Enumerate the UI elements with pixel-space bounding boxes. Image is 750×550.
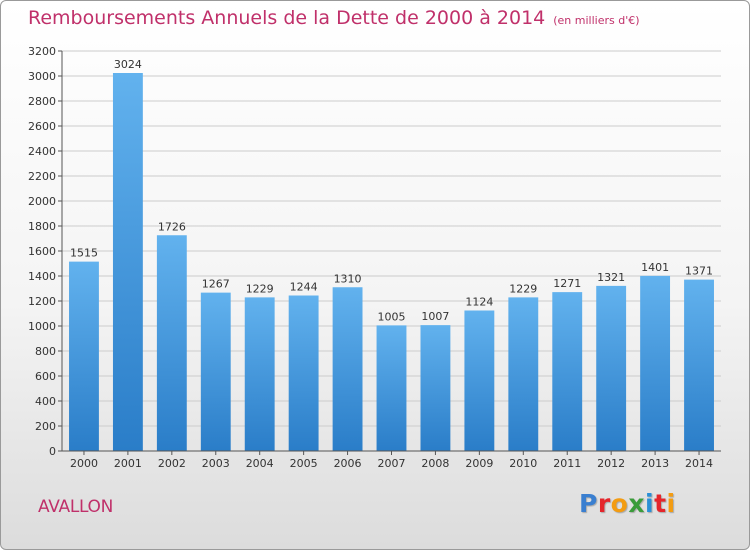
logo-letter: t (654, 489, 667, 518)
y-tick-label: 2600 (28, 120, 56, 133)
bar-2012 (596, 285, 627, 451)
x-tick-label-2011: 2011 (553, 457, 581, 470)
y-tick-label: 600 (35, 370, 56, 383)
chart-subtitle: (en milliers d'€) (553, 14, 640, 27)
logo-letter: i (645, 489, 655, 518)
bar-2000 (69, 261, 99, 451)
data-label-2002: 1726 (158, 220, 186, 233)
y-tick-label: 400 (35, 395, 56, 408)
proxiti-logo: Proxiti (579, 489, 676, 518)
x-tick-label-2009: 2009 (465, 457, 493, 470)
y-tick-label: 3000 (28, 70, 56, 83)
data-label-2011: 1271 (553, 277, 581, 290)
chart-title: Remboursements Annuels de la Dette de 20… (28, 7, 640, 29)
x-tick-label-2012: 2012 (597, 457, 625, 470)
data-label-2004: 1229 (246, 282, 274, 295)
x-tick-label-2006: 2006 (334, 457, 362, 470)
data-label-2008: 1007 (421, 310, 449, 323)
commune-name: AVALLON (38, 497, 114, 517)
x-tick-label-2013: 2013 (641, 457, 669, 470)
bar-2006 (332, 287, 363, 451)
bar-2004 (244, 297, 275, 451)
bar-2009 (464, 310, 495, 451)
x-tick-label-2004: 2004 (246, 457, 274, 470)
data-label-2007: 1005 (378, 310, 406, 323)
y-tick-label: 1000 (28, 320, 56, 333)
x-tick-label-2000: 2000 (70, 457, 98, 470)
x-tick-label-2010: 2010 (509, 457, 537, 470)
x-tick-label-2007: 2007 (378, 457, 406, 470)
data-label-2009: 1124 (465, 296, 493, 309)
bar-2010 (508, 297, 539, 451)
bar-2011 (552, 292, 583, 451)
bar-2001 (112, 73, 143, 451)
y-tick-label: 2800 (28, 95, 56, 108)
data-label-2003: 1267 (202, 278, 230, 291)
bar-2007 (376, 325, 407, 451)
data-label-2014: 1371 (685, 265, 713, 278)
y-tick-label: 2200 (28, 170, 56, 183)
bar-2014 (684, 279, 714, 451)
data-labels: 1515 3024 1726 1267 1229 1244 1310 1005 1007 1124… (70, 58, 713, 323)
y-tick-label: 1800 (28, 220, 56, 233)
y-tick-label: 1600 (28, 245, 56, 258)
y-tick-label: 1200 (28, 295, 56, 308)
logo-letter: x (628, 489, 645, 518)
x-tick-label-2005: 2005 (290, 457, 318, 470)
logo-letter: P (579, 489, 598, 518)
x-tick-label-2008: 2008 (421, 457, 449, 470)
bar-2005 (288, 295, 319, 451)
logo-letter: o (610, 489, 629, 518)
bar-2013 (640, 275, 671, 451)
bar-2002 (156, 235, 187, 451)
data-label-2010: 1229 (509, 282, 537, 295)
data-label-2005: 1244 (290, 281, 318, 294)
bar-2008 (420, 325, 451, 451)
y-axis-ticks: 0 200 400 600 800 1000 1200 1400 1600 1800 2000 220… (28, 45, 62, 458)
bar-2003 (200, 292, 231, 451)
logo-letter: r (597, 489, 611, 518)
data-label-2012: 1321 (597, 271, 625, 284)
y-tick-label: 1400 (28, 270, 56, 283)
data-label-2001: 3024 (114, 58, 142, 71)
logo-letter: i (666, 489, 676, 518)
data-label-2006: 1310 (334, 272, 362, 285)
y-tick-label: 2400 (28, 145, 56, 158)
x-tick-label-2003: 2003 (202, 457, 230, 470)
chart-title-text: Remboursements Annuels de la Dette de 20… (28, 7, 546, 29)
y-tick-label: 2000 (28, 195, 56, 208)
y-tick-label: 800 (35, 345, 56, 358)
y-tick-label: 0 (49, 445, 56, 458)
x-tick-label-2002: 2002 (158, 457, 186, 470)
y-tick-label: 3200 (28, 45, 56, 58)
x-tick-label-2001: 2001 (114, 457, 142, 470)
x-axis-ticks: 2000 2001 2002 2003 2004 2005 2006 2007 2008 2009… (70, 451, 713, 470)
axes (61, 51, 721, 452)
data-label-2013: 1401 (641, 261, 669, 274)
bars (69, 73, 714, 451)
x-tick-label-2014: 2014 (685, 457, 713, 470)
data-label-2000: 1515 (70, 247, 98, 260)
y-tick-label: 200 (35, 420, 56, 433)
